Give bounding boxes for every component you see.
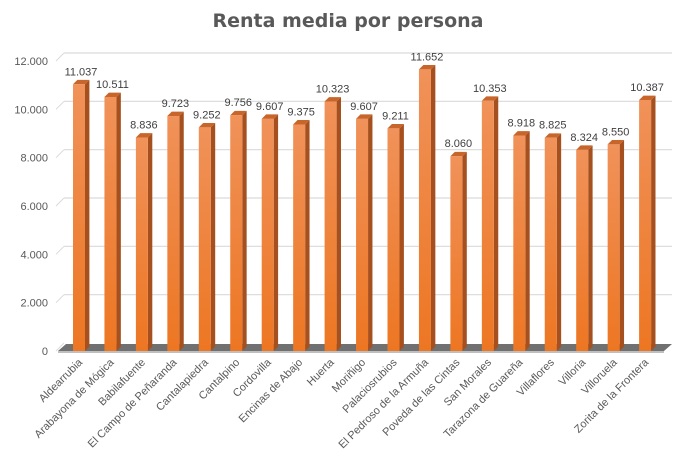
- bar: [418, 65, 436, 351]
- x-tick-label: Palaciosrubios: [341, 356, 400, 415]
- data-label: 10.353: [473, 83, 507, 95]
- data-label: 9.607: [256, 101, 284, 113]
- data-label: 9.211: [382, 110, 409, 122]
- bar: [387, 124, 404, 352]
- y-axis: 0 2.000 4.000 6.000 8.000 10.000 12.000: [14, 56, 48, 358]
- y-tick-label: 12.000: [14, 56, 48, 68]
- bar: [639, 95, 656, 351]
- data-label: 8.825: [539, 120, 567, 132]
- bar: [481, 96, 499, 352]
- data-label: 9.252: [193, 109, 221, 121]
- data-label: 9.723: [162, 98, 190, 110]
- bar: [356, 114, 373, 351]
- data-label: 8.918: [508, 117, 536, 129]
- bar: [576, 145, 593, 351]
- bar: [261, 114, 279, 351]
- data-label: 9.607: [350, 101, 378, 113]
- bar: [73, 79, 90, 352]
- y-tick-label: 6.000: [20, 201, 48, 213]
- data-label: 8.060: [445, 138, 473, 150]
- data-label: 9.375: [287, 106, 315, 118]
- bar: [450, 151, 467, 351]
- bar: [324, 97, 341, 351]
- y-tick-label: 8.000: [20, 153, 48, 165]
- data-label: 11.037: [65, 66, 98, 78]
- y-tick-label: 4.000: [20, 249, 48, 261]
- data-label: 10.323: [316, 84, 350, 96]
- chart-title: Renta media por persona: [212, 10, 483, 32]
- bar: [293, 120, 310, 351]
- data-label: 11.652: [411, 51, 444, 63]
- bar: [198, 123, 216, 351]
- bar: [104, 92, 121, 352]
- data-label: 9.756: [224, 97, 252, 109]
- data-label: 8.324: [570, 132, 598, 144]
- bar: [230, 110, 247, 351]
- data-label: 8.550: [602, 126, 630, 138]
- bar: [607, 139, 625, 351]
- bar: [167, 111, 184, 351]
- data-label: 10.511: [96, 79, 129, 91]
- y-tick-label: 10.000: [14, 104, 48, 116]
- y-tick-label: 0: [42, 346, 48, 358]
- bar: [513, 131, 530, 351]
- bar: [135, 133, 153, 351]
- bar: [544, 133, 562, 351]
- y-tick-label: 2.000: [20, 298, 48, 310]
- data-label: 8.836: [130, 119, 158, 131]
- bars: [73, 65, 656, 352]
- data-label: 10.387: [630, 82, 664, 94]
